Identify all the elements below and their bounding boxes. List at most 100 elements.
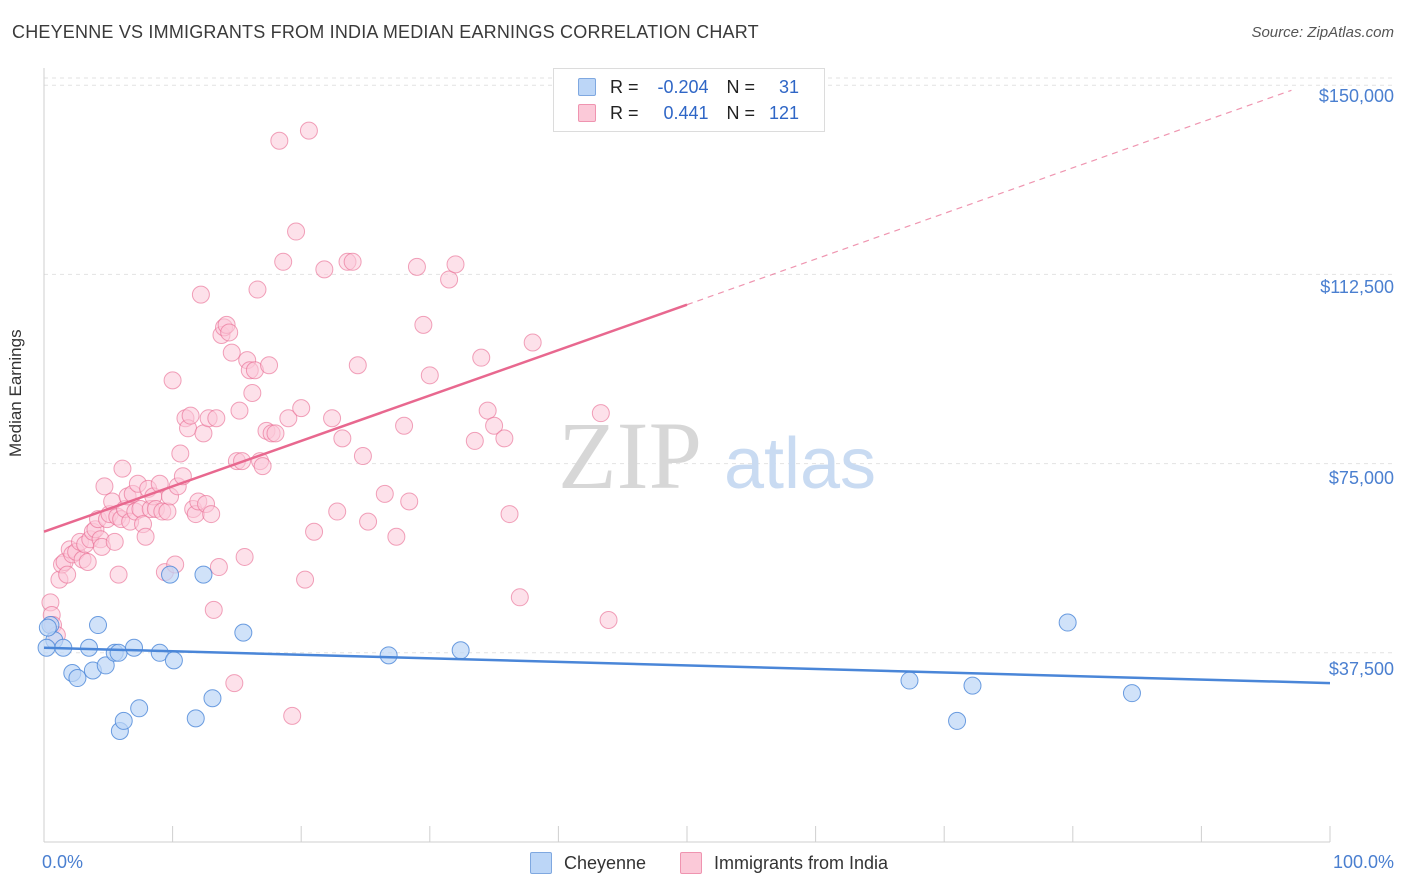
india-point (248, 280, 267, 299)
watermark-zip: ZIP (558, 402, 702, 509)
r-value: 0.441 (663, 102, 709, 123)
india-point (353, 447, 372, 466)
cheyenne-point (900, 671, 919, 690)
india-point (136, 527, 155, 546)
india-point (599, 611, 618, 630)
y-tick-label: $150,000 (1318, 86, 1394, 106)
india-point (387, 527, 406, 546)
india-point (500, 505, 519, 524)
india-point (181, 406, 200, 425)
india-point (274, 252, 293, 271)
cheyenne-point (164, 651, 183, 670)
cheyenne-point (1058, 613, 1077, 632)
n-value: 31 (779, 76, 800, 97)
x-tick-label-min: 0.0% (42, 852, 84, 872)
india-point (194, 424, 213, 443)
india-point (305, 522, 324, 541)
axes (43, 68, 1331, 843)
india-point (283, 706, 302, 725)
cheyenne-point (203, 689, 222, 708)
india-point (407, 257, 426, 276)
cheyenne-point (68, 669, 87, 688)
legend-item-india[interactable]: Immigrants from India (680, 852, 888, 874)
india-point (207, 409, 226, 428)
cheyenne-point (948, 711, 967, 730)
legend-label-cheyenne: Cheyenne (564, 852, 647, 873)
legend-item-cheyenne[interactable]: Cheyenne (530, 852, 646, 874)
india-point (523, 333, 542, 352)
cheyenne-point (234, 623, 253, 642)
cheyenne-point (125, 638, 144, 657)
india-point (105, 532, 124, 551)
cheyenne-point (186, 709, 205, 728)
india-point (113, 459, 132, 478)
india-point (225, 674, 244, 693)
india-point (222, 343, 241, 362)
india-point (220, 323, 239, 342)
series-immigrants-from-india (41, 121, 618, 725)
india-trend-line (43, 303, 688, 533)
india-point (253, 457, 272, 476)
india-point (58, 565, 77, 584)
legend-label-india: Immigrants from India (714, 852, 889, 873)
india-point (465, 431, 484, 450)
source-label: Source: ZipAtlas.com (1251, 24, 1394, 41)
legend-swatch-india (680, 852, 702, 874)
india-point (202, 505, 221, 524)
chart-title: CHEYENNE VS IMMIGRANTS FROM INDIA MEDIAN… (12, 22, 759, 42)
n-value: 121 (768, 102, 800, 123)
y-tick-label: $37,500 (1328, 659, 1394, 679)
india-point (478, 401, 497, 420)
stats-box: R = -0.204 N = 31 R = 0.441 N = 121 (553, 68, 825, 132)
cheyenne-point (38, 618, 57, 637)
cheyenne-point (1122, 684, 1141, 703)
cheyenne-point (96, 656, 115, 675)
india-point (95, 477, 114, 496)
stats-row-cheyenne: R = -0.204 N = 31 (554, 75, 799, 99)
india-swatch (578, 104, 596, 122)
india-point (359, 512, 378, 531)
india-trend-extension (686, 89, 1292, 306)
india-point (400, 492, 419, 511)
india-point (348, 356, 367, 375)
y-tick-label: $112,500 (1320, 277, 1394, 297)
india-point (323, 409, 342, 428)
india-point (260, 356, 279, 375)
india-point (328, 502, 347, 521)
india-point (78, 552, 97, 571)
india-point (375, 484, 394, 503)
cheyenne-point (963, 676, 982, 695)
r-label: R = (610, 76, 639, 97)
india-point (209, 558, 228, 577)
india-point (158, 502, 177, 521)
cheyenne-point (451, 641, 470, 660)
cheyenne-point (114, 711, 133, 730)
india-point (485, 416, 504, 435)
india-point (510, 588, 529, 607)
india-point (446, 255, 465, 274)
india-point (266, 424, 285, 443)
india-point (171, 444, 190, 463)
india-point (315, 260, 334, 279)
india-point (230, 401, 249, 420)
n-label: N = (726, 76, 756, 97)
india-point (287, 222, 306, 241)
india-point (591, 404, 610, 423)
watermark: ZIP atlas (558, 402, 876, 509)
cheyenne-trend-line (43, 646, 1331, 685)
stats-row-india: R = 0.441 N = 121 (554, 101, 799, 125)
india-point (420, 366, 439, 385)
india-point (296, 570, 315, 589)
cheyenne-point (130, 699, 149, 718)
india-point (109, 565, 128, 584)
legend-swatch-cheyenne (530, 852, 552, 874)
india-point (395, 416, 414, 435)
y-tick-label: $75,000 (1328, 468, 1394, 488)
india-point (163, 371, 182, 390)
cheyenne-swatch (578, 78, 596, 96)
cheyenne-point (379, 646, 398, 665)
r-value: -0.204 (657, 76, 709, 97)
n-label: N = (726, 102, 756, 123)
cheyenne-point (194, 565, 213, 584)
